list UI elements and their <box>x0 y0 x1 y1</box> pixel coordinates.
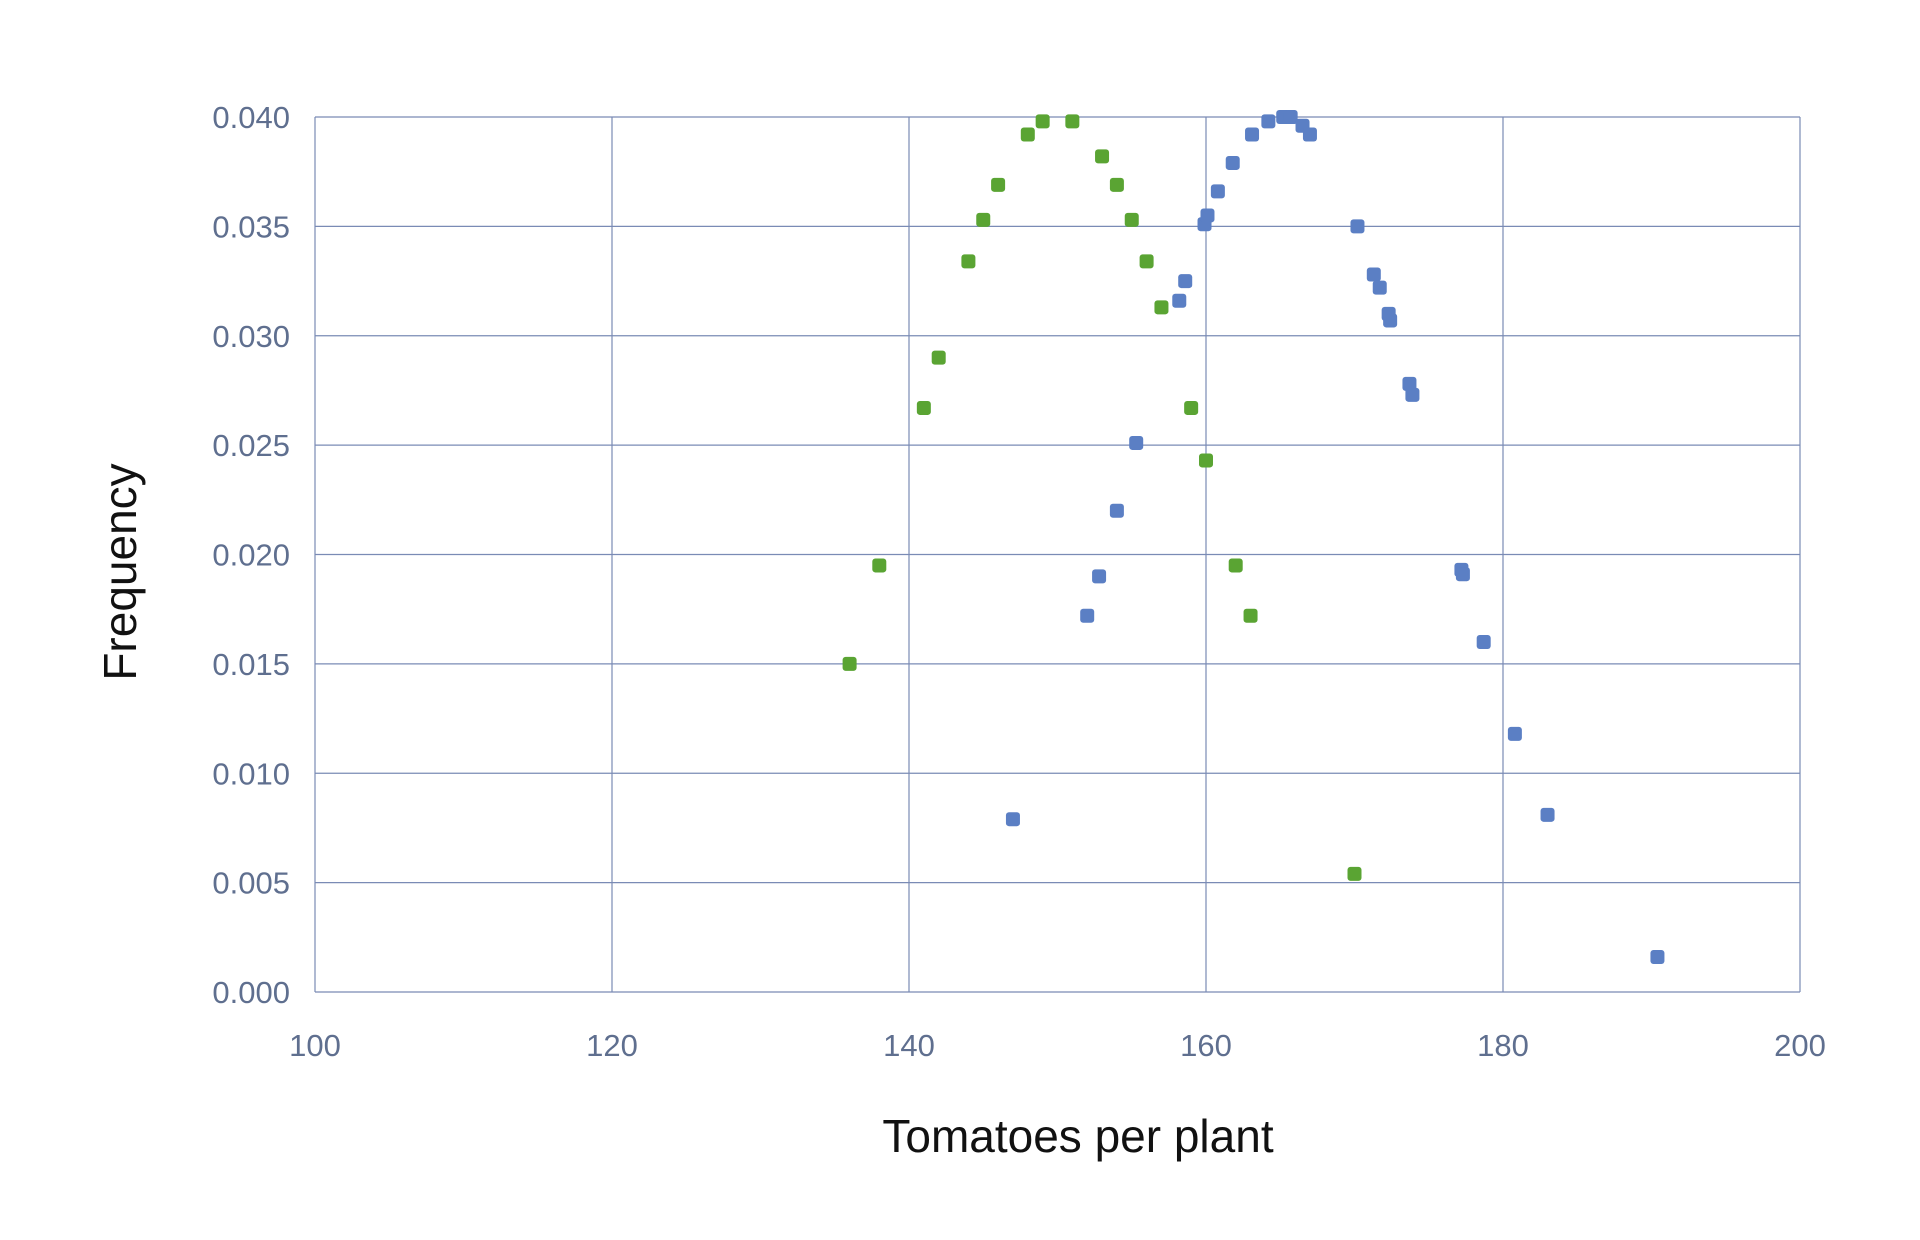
series-2-point <box>1225 155 1240 170</box>
series-2-point <box>1302 127 1317 142</box>
series-1-point <box>842 656 857 671</box>
y-tick-label: 0.015 <box>212 647 290 682</box>
series-2-point <box>1080 608 1095 623</box>
series-1-point <box>1065 114 1080 129</box>
x-tick-label: 100 <box>289 1028 341 1063</box>
data-points <box>842 110 1665 964</box>
series-2-point <box>1383 313 1398 328</box>
x-tick-label: 120 <box>586 1028 638 1063</box>
y-tick-label: 0.020 <box>212 538 290 573</box>
series-2-point <box>1372 280 1387 295</box>
series-1-point <box>1095 149 1110 164</box>
y-tick-label: 0.025 <box>212 428 290 463</box>
series-1-point <box>1124 212 1139 227</box>
series-2-point <box>1172 293 1187 308</box>
series-2-point <box>1245 127 1260 142</box>
series-2-point <box>1507 726 1522 741</box>
series-1-point <box>916 400 931 415</box>
series-2-point <box>1200 208 1215 223</box>
y-axis-tick-labels: 0.000 0.005 0.010 0.015 0.020 0.025 0.030 0.035… <box>212 100 290 1010</box>
series-1-point <box>991 177 1006 192</box>
series-1-point <box>931 350 946 365</box>
series-1-point <box>1243 608 1258 623</box>
series-1-point <box>1199 453 1213 468</box>
series-2-point <box>1109 503 1124 518</box>
y-axis-title: Frequency <box>94 463 146 680</box>
series-2-point <box>1405 387 1420 402</box>
series-2-point <box>1402 376 1417 391</box>
series-2-point <box>1210 184 1225 199</box>
y-tick-label: 0.000 <box>212 975 290 1010</box>
series-1-point <box>961 254 976 269</box>
x-axis-tick-labels: 100 120 140 160 180 200 <box>289 1028 1826 1063</box>
series-1-point <box>1228 558 1243 573</box>
y-tick-label: 0.040 <box>212 100 290 135</box>
series-1-point <box>1184 400 1199 415</box>
series-2-point <box>1455 567 1470 582</box>
series-2-point <box>1178 274 1193 289</box>
series-2-point <box>1092 569 1107 584</box>
y-tick-label: 0.010 <box>212 756 290 791</box>
x-tick-label: 200 <box>1774 1028 1826 1063</box>
x-tick-label: 160 <box>1180 1028 1232 1063</box>
series-1-point <box>1020 127 1035 142</box>
series-2-point <box>1005 812 1020 827</box>
series-1-point <box>1035 114 1050 129</box>
series-2-point <box>1261 114 1276 129</box>
series-1-point <box>1347 866 1362 881</box>
grid <box>314 116 1801 993</box>
series-1-point <box>1139 254 1154 269</box>
series-2-point <box>1350 219 1365 234</box>
x-axis-title: Tomatoes per plant <box>882 1110 1273 1162</box>
series-2-point <box>1650 950 1665 964</box>
series-1-point <box>872 558 887 573</box>
series-1-point <box>1109 177 1124 192</box>
series-1-point <box>976 212 991 227</box>
x-tick-label: 180 <box>1477 1028 1529 1063</box>
series-2-point <box>1476 635 1491 649</box>
x-tick-label: 140 <box>883 1028 935 1063</box>
y-tick-label: 0.030 <box>212 319 290 354</box>
series-1-point <box>1154 300 1169 315</box>
series-2-point <box>1366 267 1381 282</box>
series-2-point <box>1540 807 1555 822</box>
series-2-point <box>1129 435 1144 450</box>
series-2-point <box>1283 110 1298 124</box>
y-tick-label: 0.035 <box>212 209 290 244</box>
y-tick-label: 0.005 <box>212 866 290 901</box>
